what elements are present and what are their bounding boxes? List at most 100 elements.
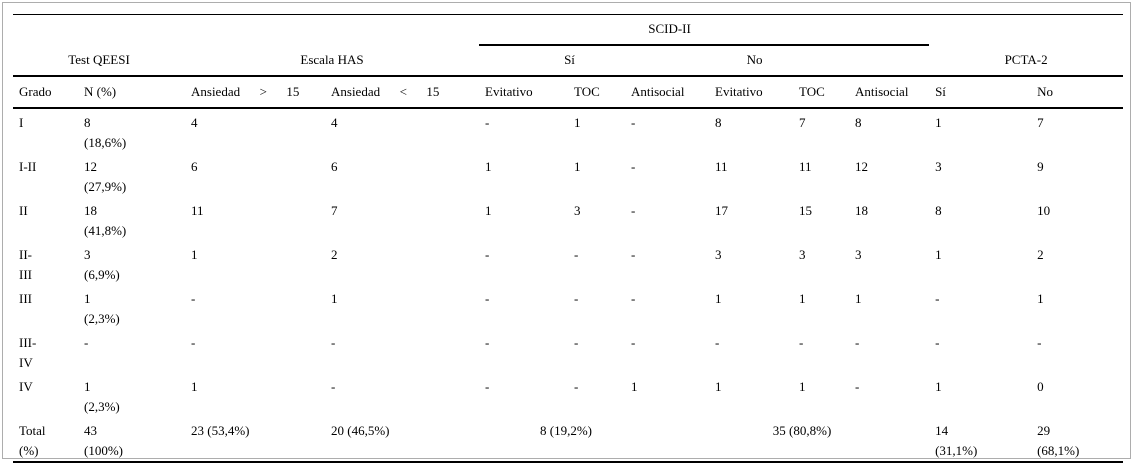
cell-grado: II [19,202,28,218]
cell-si-evitativo: 1 [485,158,492,174]
cell-ansiedad-lt: 6 [331,158,338,174]
group-header-no: No [709,44,930,77]
scid2-header-row: SCID-II [13,14,1123,46]
cell-no-antisocial: 8 [855,114,862,130]
col-header-grado: Grado [13,75,78,109]
total-ansiedad-gt: 23 (53,4%) [185,416,325,463]
cell-no-toc: 11 [799,158,812,174]
cell-si-toc: - [574,378,579,394]
table-row-grade-iii: III 1 (2,3%) - 1 - - - 1 1 1 - 1 [13,285,1123,329]
total-scid-no: 35 (80,8%) [709,416,930,463]
cell-n: 1 (2,3%) [84,290,120,326]
col-header-si-antisocial: Antisocial [625,75,709,109]
cell-n: 18 (41,8%) [84,202,127,238]
cell-ansiedad-gt: 6 [191,158,198,174]
group-header-escala-has: Escala HAS [185,44,479,77]
cell-ansiedad-gt: 1 [191,246,198,262]
total-pcta-no: 29 (68,1%) [1031,416,1124,463]
cell-pcta-si: - [935,334,940,350]
cell-no-antisocial: - [855,334,860,350]
col-header-si-toc: TOC [568,75,625,109]
cell-pcta-si: 3 [935,158,942,174]
cell-si-evitativo: - [485,334,490,350]
cell-no-toc: 1 [799,378,806,394]
cell-grado: IV [19,378,33,394]
cell-pcta-si: 1 [935,114,942,130]
cell-no-evitativo: - [715,334,720,350]
table-row-grade-i-ii: I-II 12 (27,9%) 6 6 1 1 - 11 11 12 3 9 [13,153,1123,197]
cell-grado: III- IV [19,334,37,370]
cell-pcta-no: 2 [1037,246,1044,262]
cell-si-evitativo: 1 [485,202,492,218]
cell-si-evitativo: - [485,378,490,394]
cell-pcta-no: 0 [1037,378,1044,394]
cell-ansiedad-lt: - [331,334,336,350]
cell-grado: III [19,290,32,306]
table-row-grade-i: I 8 (18,6%) 4 4 - 1 - 8 7 8 1 7 [13,108,1123,153]
cell-pcta-no: 10 [1037,202,1051,218]
cell-no-antisocial: 18 [855,202,868,218]
total-scid-si: 8 (19,2%) [479,416,709,463]
total-pcta-si: 14 (31,1%) [929,416,1032,463]
cell-pcta-si: 1 [935,246,942,262]
results-table: SCID-II Test QEESI Escala HAS Sí No PCTA… [13,14,1124,463]
cell-pcta-no: - [1037,334,1042,350]
total-ansiedad-lt: 20 (46,5%) [325,416,479,463]
cell-no-evitativo: 1 [715,290,722,306]
group-header-si: Sí [479,44,709,77]
cell-no-toc: 7 [799,114,806,130]
cell-si-antisocial: - [631,334,636,350]
cell-n: 3 (6,9%) [84,246,120,282]
cell-si-evitativo: - [485,290,490,306]
cell-ansiedad-lt: - [331,378,336,394]
total-n: 43 (100%) [78,416,185,463]
col-header-ansiedad-gt-15: Ansiedad > 15 [185,75,325,109]
col-header-no-toc: TOC [793,75,849,109]
column-header-row: Grado N (%) Ansiedad > 15 Ansiedad < 15 … [13,75,1124,109]
table-row-grade-ii: II 18 (41,8%) 11 7 1 3 - 17 15 18 8 10 [13,197,1123,241]
cell-pcta-no: 1 [1037,290,1044,306]
spacer-cell [929,15,1123,45]
cell-grado: II- III [19,246,32,282]
cell-pcta-si: - [935,290,940,306]
cell-no-antisocial: 3 [855,246,862,262]
total-label: Total (%) [13,416,78,463]
cell-no-antisocial: 12 [855,158,868,174]
cell-ansiedad-lt: 4 [331,114,338,130]
cell-no-evitativo: 8 [715,114,722,130]
cell-n: 8 (18,6%) [84,114,127,150]
col-header-pcta-si: Sí [929,75,1032,109]
cell-grado: I [19,114,24,130]
cell-no-toc: 3 [799,246,806,262]
cell-si-antisocial: - [631,246,636,262]
cell-no-antisocial: - [855,378,860,394]
cell-no-evitativo: 11 [715,158,728,174]
spacer-cell [13,15,479,45]
cell-pcta-si: 1 [935,378,942,394]
cell-si-toc: 1 [574,158,581,174]
col-header-ansiedad-lt-15: Ansiedad < 15 [325,75,479,109]
cell-pcta-no: 9 [1037,158,1044,174]
col-header-no-antisocial: Antisocial [849,75,930,109]
cell-no-evitativo: 3 [715,246,722,262]
table-row-total: Total (%) 43 (100%) 23 (53,4%) 20 (46,5%… [13,416,1124,463]
table-row-grade-iii-iv: III- IV - - - - - - - - - - - [13,329,1123,373]
group-header-row: Test QEESI Escala HAS Sí No PCTA-2 [13,44,1124,77]
cell-si-antisocial: - [631,202,636,218]
cell-si-toc: 1 [574,114,581,130]
col-header-no-evitativo: Evitativo [709,75,793,109]
cell-si-toc: 3 [574,202,581,218]
cell-si-evitativo: - [485,114,490,130]
group-header-pcta2: PCTA-2 [929,44,1124,77]
group-header-scid2: SCID-II [479,14,930,46]
cell-ansiedad-gt: - [191,334,196,350]
cell-si-toc: - [574,334,579,350]
cell-ansiedad-lt: 7 [331,202,338,218]
cell-n: 1 (2,3%) [84,378,120,414]
cell-ansiedad-gt: 11 [191,202,204,218]
cell-no-toc: 15 [799,202,812,218]
table-row-grade-ii-iii: II- III 3 (6,9%) 1 2 - - - 3 3 3 1 2 [13,241,1123,285]
cell-grado: I-II [19,158,37,174]
cell-no-evitativo: 17 [715,202,728,218]
